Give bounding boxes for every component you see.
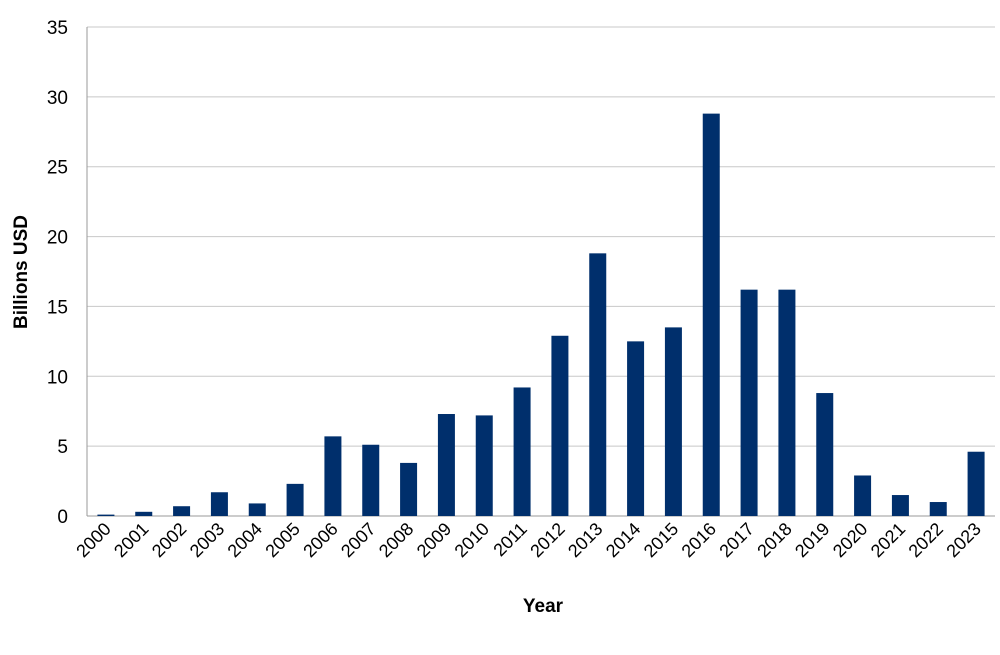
x-tick-label: 2022: [905, 519, 947, 561]
x-tick-label: 2003: [186, 519, 228, 561]
x-tick-label: 2011: [489, 519, 531, 561]
bar-2005: [286, 483, 304, 516]
bar-2013: [589, 253, 607, 516]
x-tick-label: 2000: [72, 519, 114, 561]
bar-2006: [324, 436, 342, 516]
bar-2009: [437, 414, 455, 516]
x-tick-label: 2001: [110, 519, 152, 561]
bar-2002: [173, 506, 191, 516]
y-tick-label: 35: [47, 18, 68, 39]
x-tick-labels: 2000200120022003200420052006200720082009…: [72, 519, 985, 561]
y-tick-label: 10: [47, 367, 68, 388]
x-tick-label: 2023: [942, 519, 984, 561]
x-tick-label: 2014: [602, 519, 644, 561]
x-tick-label: 2019: [791, 519, 833, 561]
x-tick-label: 2015: [640, 519, 682, 561]
bars: [97, 113, 985, 516]
x-tick-label: 2008: [375, 519, 417, 561]
bar-2003: [210, 492, 228, 516]
bar-2014: [627, 341, 645, 516]
bar-2010: [475, 415, 493, 516]
bar-2018: [778, 289, 796, 516]
bar-2000: [97, 514, 115, 516]
bar-2020: [854, 475, 872, 516]
bar-2001: [135, 511, 153, 516]
y-tick-label: 20: [47, 228, 68, 249]
y-tick-label: 0: [57, 507, 68, 528]
bar-2019: [816, 393, 834, 516]
x-tick-label: 2017: [715, 519, 757, 561]
y-tick-label: 30: [47, 88, 68, 109]
x-tick-label: 2020: [829, 519, 871, 561]
bar-2016: [702, 113, 720, 516]
y-tick-label: 15: [47, 297, 68, 318]
x-tick-label: 2016: [678, 519, 720, 561]
x-tick-label: 2004: [224, 519, 266, 561]
bar-2004: [248, 503, 266, 516]
x-tick-label: 2018: [753, 519, 795, 561]
bar-2022: [929, 502, 947, 516]
bar-2011: [513, 387, 531, 516]
x-tick-label: 2007: [337, 519, 379, 561]
x-tick-label: 2009: [413, 519, 455, 561]
y-tick-labels: 0 5 10 15 20 25 30 35: [47, 18, 68, 528]
bar-2021: [891, 495, 909, 516]
y-axis-title: Billions USD: [11, 215, 32, 329]
x-tick-label: 2021: [867, 519, 909, 561]
bar-2023: [967, 451, 985, 516]
y-tick-label: 25: [47, 158, 68, 179]
bar-2015: [664, 327, 682, 516]
x-tick-label: 2005: [261, 519, 303, 561]
x-tick-label: 2002: [148, 519, 190, 561]
bar-2012: [551, 335, 569, 516]
bar-2008: [400, 462, 418, 516]
x-axis-title: Year: [523, 596, 564, 617]
y-tick-label: 5: [57, 437, 68, 458]
gridlines: [86, 26, 995, 517]
bar-2017: [740, 289, 758, 516]
x-tick-label: 2012: [526, 519, 568, 561]
x-tick-label: 2010: [451, 519, 493, 561]
x-tick-label: 2013: [564, 519, 606, 561]
bar-2007: [362, 444, 380, 516]
x-tick-label: 2006: [299, 519, 341, 561]
